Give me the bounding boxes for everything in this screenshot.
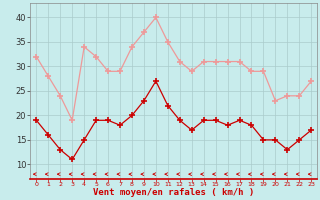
X-axis label: Vent moyen/en rafales ( km/h ): Vent moyen/en rafales ( km/h ) bbox=[93, 188, 254, 197]
